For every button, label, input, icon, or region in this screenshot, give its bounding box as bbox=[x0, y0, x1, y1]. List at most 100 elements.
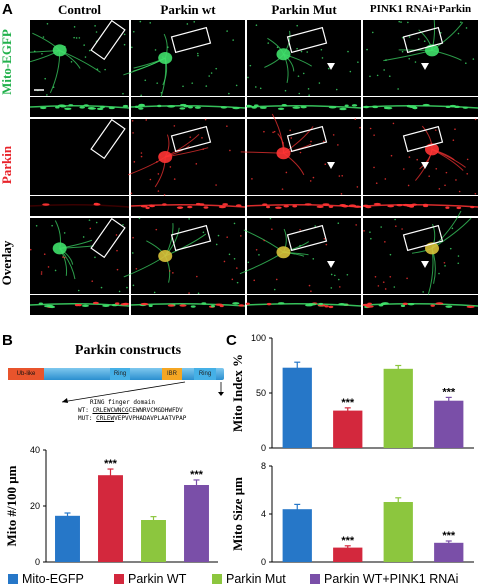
cell-content bbox=[246, 203, 362, 209]
ring-callout-lines bbox=[61, 381, 224, 403]
micrograph-cell bbox=[131, 119, 245, 195]
constructs-title: Parkin constructs bbox=[74, 343, 182, 358]
micrograph-cell bbox=[131, 218, 245, 294]
micrograph-cell bbox=[363, 119, 478, 195]
significance-marker: *** bbox=[104, 458, 118, 470]
legend-item-parkin-wt: Parkin WT bbox=[114, 572, 186, 586]
y-tick-label: 20 bbox=[30, 501, 40, 511]
inset-box bbox=[90, 118, 126, 160]
mito-size-chart: 0 4 8 Mito Size μm *** *** bbox=[230, 461, 474, 567]
bar-3 bbox=[383, 502, 413, 562]
cell-content bbox=[123, 217, 242, 295]
legend-swatch bbox=[114, 574, 124, 584]
mut-sequence: MUT: CRLEWVEPVVPHADAVPLAATVPAP bbox=[78, 415, 186, 422]
column-header-parkin-mut: Parkin Mut bbox=[271, 2, 337, 17]
cell-content bbox=[363, 210, 472, 295]
bar-1 bbox=[282, 509, 312, 562]
cell-content bbox=[245, 302, 362, 309]
micrograph-cell bbox=[363, 295, 478, 315]
legend-item-parkin-pink1: Parkin WT+PINK1 RNAi bbox=[310, 572, 458, 586]
legend-label: Parkin Mut bbox=[226, 572, 286, 586]
arrowhead-marker bbox=[421, 63, 429, 70]
inset-box bbox=[170, 224, 212, 252]
micrograph-cell bbox=[30, 20, 129, 96]
inset-box bbox=[90, 19, 126, 61]
cell-content bbox=[130, 202, 246, 210]
inset-box bbox=[402, 26, 444, 54]
cell-content bbox=[22, 19, 126, 96]
cell-content bbox=[29, 104, 130, 111]
wt-label: WT: bbox=[78, 407, 89, 414]
cell-content bbox=[240, 113, 361, 195]
y-tick-label: 0 bbox=[261, 443, 266, 453]
significance-marker: *** bbox=[341, 535, 355, 547]
panel-label-b: B bbox=[2, 332, 13, 349]
cell-content bbox=[90, 118, 126, 160]
cell-content bbox=[29, 301, 130, 309]
cell-content bbox=[130, 302, 246, 308]
wt-seq-motif: CRLEWCWNCG bbox=[92, 407, 129, 414]
micrograph-cell bbox=[131, 97, 245, 117]
inset-box bbox=[170, 26, 212, 54]
cell-content bbox=[362, 302, 479, 309]
bar-1 bbox=[282, 367, 312, 448]
micrograph-cell bbox=[131, 20, 245, 96]
mut-seq-rest: VEPVVPHADAVPLAATVPAP bbox=[114, 415, 187, 422]
inset-box bbox=[90, 217, 126, 259]
cell-content bbox=[245, 104, 362, 111]
parkin-construct-bar: Ub-like Ring IBR Ring bbox=[8, 368, 224, 380]
legend-item-mito-egfp: Mito-EGFP bbox=[8, 572, 84, 586]
arrowhead-marker bbox=[421, 162, 429, 169]
inset-box bbox=[402, 125, 444, 153]
y-tick-label: 8 bbox=[261, 461, 266, 471]
cell-content bbox=[239, 217, 357, 292]
micrograph-grid bbox=[22, 6, 479, 328]
y-tick-label: 40 bbox=[30, 445, 40, 455]
legend-label: Mito-EGFP bbox=[22, 572, 84, 586]
micrograph-cell bbox=[30, 218, 129, 294]
cell-content bbox=[369, 118, 477, 195]
inset-box bbox=[170, 125, 212, 153]
cell-content bbox=[128, 118, 231, 196]
micrograph-cell bbox=[30, 196, 129, 216]
arrowhead-marker bbox=[327, 261, 335, 268]
inset-box bbox=[286, 125, 328, 153]
legend-label: Parkin WT+PINK1 RNAi bbox=[324, 572, 459, 586]
inset-box bbox=[402, 224, 444, 252]
column-header-pink1-rnai-parkin: PINK1 RNAi+Parkin bbox=[369, 3, 472, 15]
mito-index-chart: 0 50 100 Mito Index % *** *** bbox=[230, 333, 474, 453]
micrograph-cell bbox=[363, 218, 478, 294]
legend-swatch bbox=[310, 574, 320, 584]
legend-item-parkin-mut: Parkin Mut bbox=[212, 572, 286, 586]
micrograph-image bbox=[22, 6, 479, 315]
domain-ring1: Ring bbox=[110, 368, 130, 380]
y-tick-label: 50 bbox=[256, 388, 266, 398]
micrograph-cell bbox=[30, 119, 129, 195]
cell-content bbox=[247, 24, 359, 97]
cell-content bbox=[362, 103, 479, 110]
cell-content bbox=[366, 6, 475, 90]
y-axis-label: Mito #/100 μm bbox=[4, 465, 19, 546]
arrowhead-marker bbox=[327, 63, 335, 70]
micrograph-cell bbox=[247, 196, 361, 216]
domain-ub-like: Ub-like bbox=[8, 368, 44, 380]
y-axis-label: Mito Index % bbox=[230, 354, 245, 432]
bar-2 bbox=[333, 547, 363, 562]
significance-marker: *** bbox=[190, 469, 204, 481]
significance-marker: *** bbox=[442, 530, 456, 542]
legend-label: Parkin WT bbox=[128, 572, 187, 586]
row-label-mito-egfp: Mito-EGFP bbox=[0, 29, 14, 95]
micrograph-cell bbox=[30, 97, 129, 117]
row-label-parkin: Parkin bbox=[0, 145, 14, 185]
cell-content bbox=[130, 103, 246, 110]
micrograph-cell bbox=[131, 295, 245, 315]
bar-4 bbox=[434, 542, 464, 562]
y-axis-label: Mito Size μm bbox=[230, 477, 245, 551]
legend-swatch bbox=[8, 574, 18, 584]
y-tick-label: 0 bbox=[261, 557, 266, 567]
cell-content bbox=[123, 20, 238, 101]
bar-3 bbox=[141, 520, 166, 562]
domain-ibr: IBR bbox=[162, 368, 182, 380]
bar-3 bbox=[383, 368, 413, 448]
wt-seq-rest: CEWNRVCMGDHWFDV bbox=[128, 407, 183, 414]
